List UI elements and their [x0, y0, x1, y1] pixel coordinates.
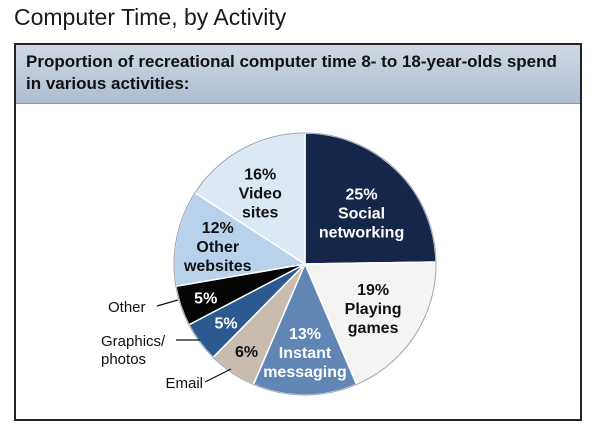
slice-label-email: 6%	[235, 344, 258, 361]
chart-subtitle: Proportion of recreational computer time…	[26, 52, 557, 93]
subtitle-band: Proportion of recreational computer time…	[16, 45, 580, 104]
slice-label-instant-messaging: 13% Instant messaging	[263, 326, 347, 381]
callout-label-other: Other	[108, 299, 146, 316]
slice-label-graphics-photos: 5%	[214, 315, 237, 332]
slice-label-other-websites: 12% Other websites	[183, 220, 252, 275]
callout-label-graphics-photos: Graphics/photos	[101, 333, 166, 368]
slice-label-other: 5%	[194, 291, 217, 308]
callout-line-email	[204, 368, 232, 383]
slice-label-playing-games: 19% Playing games	[345, 282, 402, 337]
pie-outline	[173, 132, 437, 396]
callout-line-other	[156, 299, 179, 307]
callout-label-email: Email	[165, 375, 203, 392]
slice-label-video-sites: 16% Video sites	[239, 167, 283, 222]
slice-label-social-networking: 25% Social networking	[319, 187, 404, 242]
page-title: Computer Time, by Activity	[14, 4, 287, 30]
